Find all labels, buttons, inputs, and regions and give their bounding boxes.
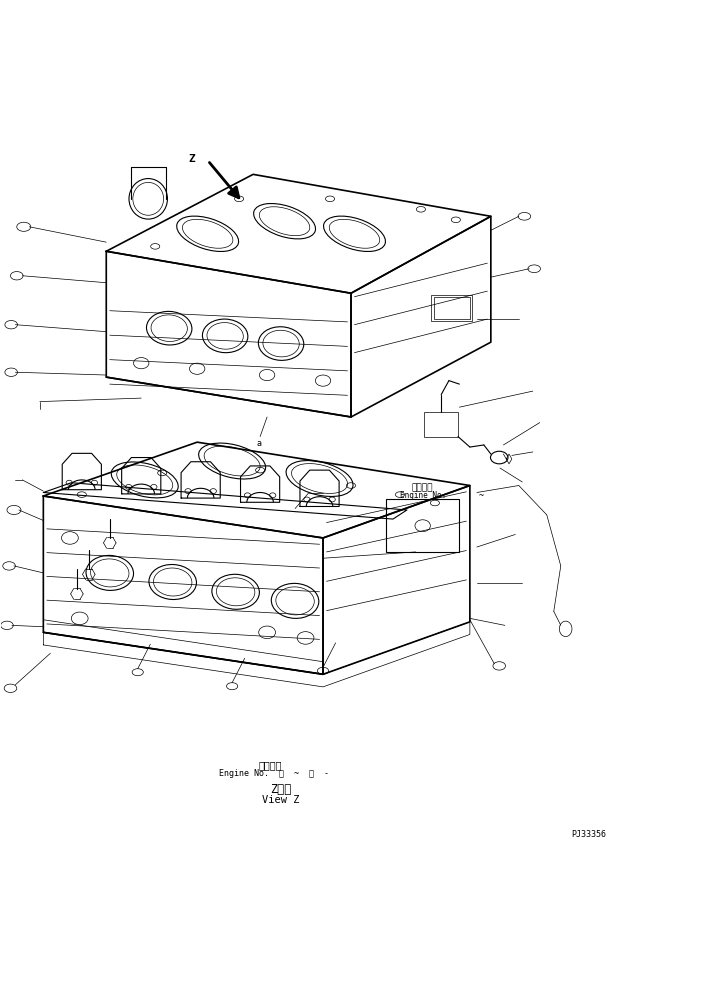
Text: Engine No.: Engine No. xyxy=(399,491,446,500)
Bar xyxy=(425,413,458,437)
Text: 適用号機: 適用号機 xyxy=(259,759,282,769)
Text: Engine No.  ・  ~  ・  -: Engine No. ・ ~ ・ - xyxy=(219,768,329,777)
Text: 適用号機: 適用号機 xyxy=(412,483,433,492)
Text: PJ33356: PJ33356 xyxy=(571,829,607,838)
Bar xyxy=(434,298,470,319)
Text: Z: Z xyxy=(188,154,195,164)
Text: a: a xyxy=(256,438,261,448)
Bar xyxy=(386,500,459,552)
Text: ~: ~ xyxy=(479,491,489,500)
Text: Z　視: Z 視 xyxy=(270,783,292,796)
Bar xyxy=(432,296,472,321)
Text: View Z: View Z xyxy=(263,794,300,804)
